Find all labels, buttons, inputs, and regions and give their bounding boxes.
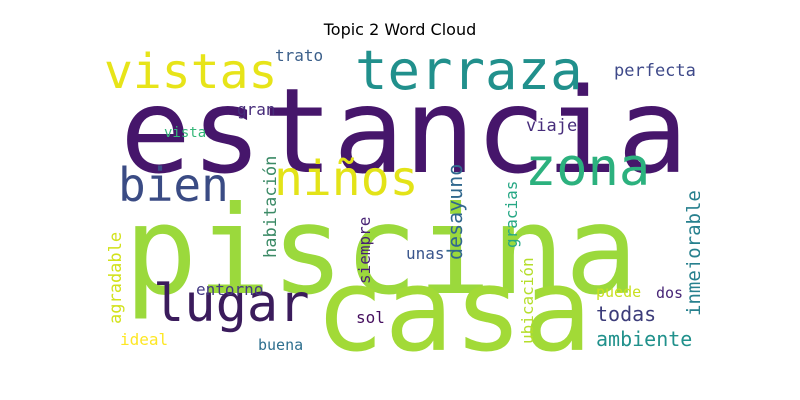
- word-todas: todas: [596, 302, 657, 326]
- word-zona: zona: [525, 138, 651, 198]
- word-lugar: lugar: [153, 274, 310, 334]
- word-entorno: entorno: [196, 280, 264, 299]
- word-piscina: piscina: [124, 180, 639, 322]
- word-ubicación: ubicación: [518, 257, 537, 344]
- word-casa: casa: [315, 244, 592, 361]
- word-trato: trato: [275, 46, 324, 65]
- word-vistas: vistas: [104, 44, 278, 100]
- word-gran: gran: [237, 100, 276, 119]
- word-sol: sol: [356, 308, 385, 327]
- word-niños: niños: [274, 151, 419, 207]
- word-cloud: estancia piscina casa terraza vistas lugar zon…: [100, 40, 700, 360]
- word-buena: buena: [258, 336, 304, 354]
- word-desayuno: desayuno: [443, 163, 467, 260]
- word-dos: dos: [656, 284, 684, 302]
- word-habitación: habitación: [261, 155, 281, 258]
- word-ambiente: ambiente: [596, 327, 693, 351]
- word-vista: vista: [164, 125, 207, 141]
- word-estancia: estancia: [120, 62, 689, 200]
- word-terraza: terraza: [355, 40, 583, 102]
- chart-title: Topic 2 Word Cloud: [323, 20, 477, 39]
- word-ideal: ideal: [120, 330, 169, 349]
- word-gracias: gracias: [502, 180, 521, 248]
- word-perfecta: perfecta: [614, 61, 696, 81]
- word-bien: bien: [118, 158, 229, 212]
- word-agradable: agradable: [106, 231, 126, 324]
- word-viaje: viaje: [526, 116, 578, 136]
- word-puede: puede: [596, 283, 642, 301]
- word-inmejorable: inmejorable: [683, 190, 700, 316]
- word-unas: unas: [406, 244, 445, 263]
- word-siempre: siempre: [355, 216, 374, 284]
